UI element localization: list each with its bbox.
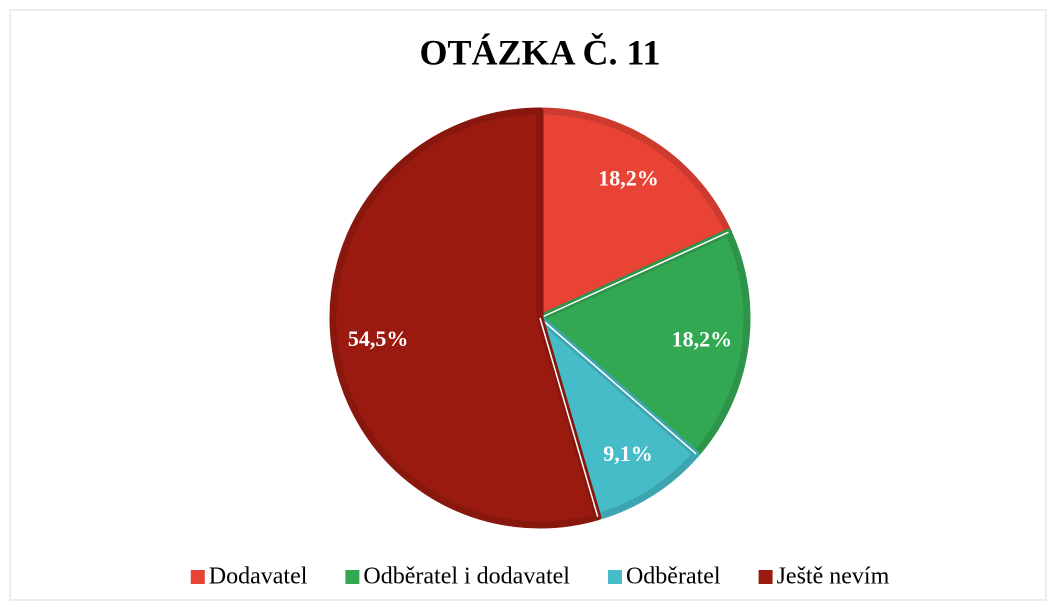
legend-swatch [190,570,205,584]
chart-title: OTÁZKA Č. 11 [419,32,660,72]
slice-edge [539,317,599,517]
legend-swatch [607,570,622,584]
legend-label: Odběratel [626,564,721,590]
pie-slice [329,107,602,529]
slice-edge [539,231,729,319]
legend-label: Dodavatel [209,564,308,590]
data-label: 9,1% [603,441,653,466]
legend-swatch [758,570,773,584]
legend-swatch [345,570,360,584]
pie-slice [536,228,751,458]
legend-label: Odběratel i dodavatel [363,564,570,590]
pie-slice [536,107,732,322]
legend-label: Ještě nevím [777,564,890,590]
pie-slice [536,314,700,521]
data-label: 18,2% [672,327,733,352]
data-label: 54,5% [348,326,409,351]
slice-edge [539,317,697,455]
data-label: 18,2% [598,166,659,191]
